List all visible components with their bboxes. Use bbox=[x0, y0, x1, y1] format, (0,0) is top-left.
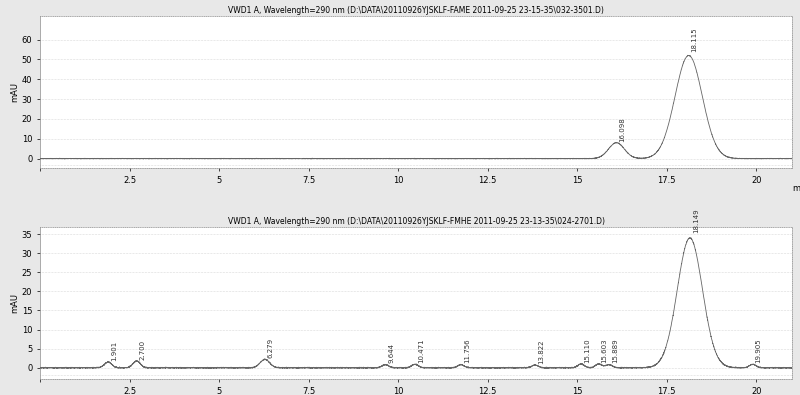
Text: 15.603: 15.603 bbox=[602, 338, 608, 363]
Text: min: min bbox=[792, 184, 800, 193]
Text: 18.115: 18.115 bbox=[691, 27, 698, 52]
Text: 18.149: 18.149 bbox=[693, 208, 698, 233]
Text: 19.905: 19.905 bbox=[756, 339, 762, 363]
Text: 11.756: 11.756 bbox=[464, 339, 470, 363]
Text: 9.644: 9.644 bbox=[388, 344, 394, 363]
Text: 10.471: 10.471 bbox=[418, 339, 424, 363]
Text: 6.279: 6.279 bbox=[268, 338, 274, 358]
Text: 15.889: 15.889 bbox=[612, 339, 618, 363]
Text: 16.098: 16.098 bbox=[619, 117, 626, 142]
Text: 2.700: 2.700 bbox=[139, 339, 146, 359]
Title: VWD1 A, Wavelength=290 nm (D:\DATA\20110926YJSKLF-FMHE 2011-09-25 23-13-35\024-2: VWD1 A, Wavelength=290 nm (D:\DATA\20110… bbox=[227, 217, 605, 226]
Y-axis label: mAU: mAU bbox=[10, 293, 19, 313]
Text: 13.822: 13.822 bbox=[538, 339, 544, 364]
Title: VWD1 A, Wavelength=290 nm (D:\DATA\20110926YJSKLF-FAME 2011-09-25 23-15-35\032-3: VWD1 A, Wavelength=290 nm (D:\DATA\20110… bbox=[228, 6, 604, 15]
Text: 15.110: 15.110 bbox=[584, 338, 590, 363]
Text: 1.901: 1.901 bbox=[111, 340, 117, 361]
Y-axis label: mAU: mAU bbox=[10, 82, 19, 102]
